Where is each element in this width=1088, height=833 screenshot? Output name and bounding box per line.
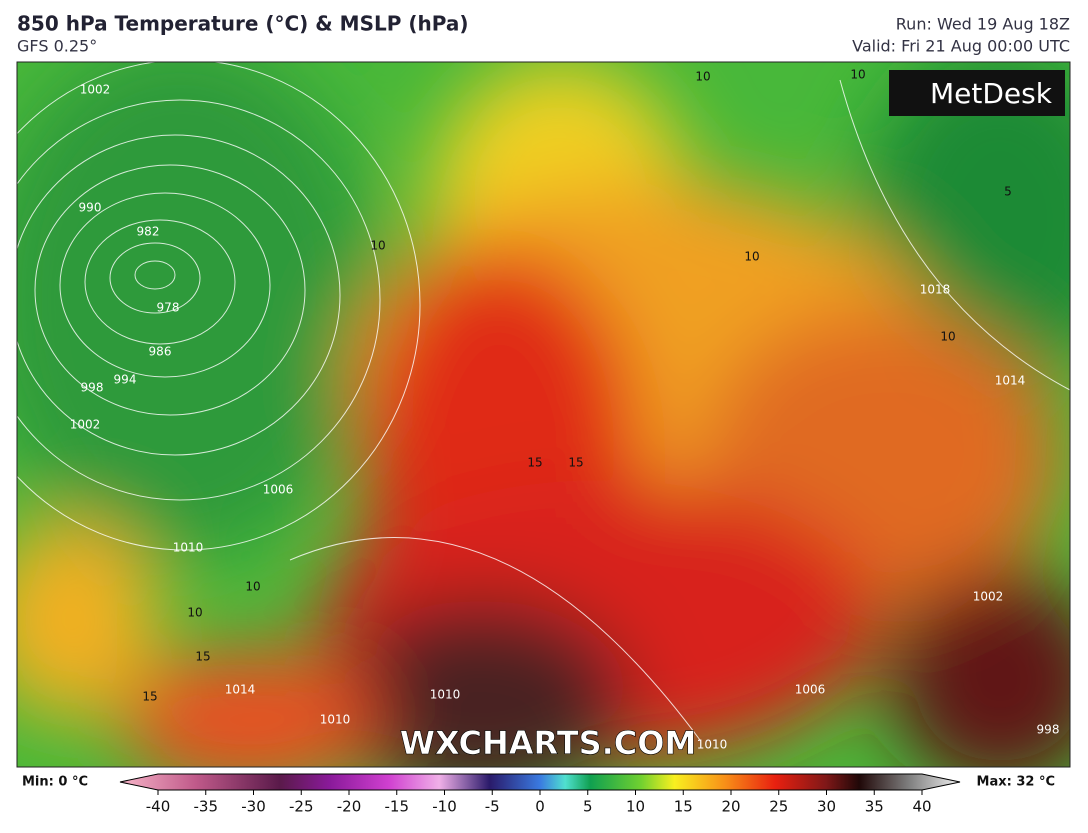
isotherm-label: 10 bbox=[695, 70, 710, 84]
colorbar-tick-label: 20 bbox=[721, 798, 740, 816]
isotherm-label: 15 bbox=[195, 650, 210, 664]
colorbar-tick-label: 0 bbox=[535, 798, 545, 816]
colorbar-tick-label: -20 bbox=[337, 798, 362, 816]
isotherm-label: 10 bbox=[940, 330, 955, 344]
colorbar-tick-label: -30 bbox=[241, 798, 266, 816]
colorbar-tick-label: 15 bbox=[674, 798, 693, 816]
isobar-label: 1010 bbox=[173, 541, 204, 555]
isobar-label: 998 bbox=[1037, 723, 1060, 737]
isotherm-label: 10 bbox=[850, 68, 865, 82]
colorbar-tick-label: 25 bbox=[769, 798, 788, 816]
map-frame bbox=[16, 61, 1071, 768]
isotherm-label: 10 bbox=[370, 239, 385, 253]
isobar-label: 994 bbox=[114, 373, 137, 387]
isobar-label: 998 bbox=[81, 381, 104, 395]
colorbar-tick-label: 35 bbox=[865, 798, 884, 816]
isobar-label: 1014 bbox=[995, 374, 1026, 388]
isobar-label: 986 bbox=[149, 345, 172, 359]
colorbar-tick-label: -5 bbox=[485, 798, 500, 816]
isobar-label: 1002 bbox=[973, 590, 1004, 604]
colorbar-tick-label: 30 bbox=[817, 798, 836, 816]
isobar-label: 1006 bbox=[795, 683, 826, 697]
isobar-label: 1010 bbox=[320, 713, 351, 727]
colorbar-tick-label: -15 bbox=[385, 798, 410, 816]
isotherm-label: 15 bbox=[527, 456, 542, 470]
map bbox=[17, 62, 1070, 767]
title: 850 hPa Temperature (°C) & MSLP (hPa) bbox=[17, 12, 468, 36]
min-label: Min: 0 °C bbox=[22, 775, 88, 790]
colorbar-tick-label: -40 bbox=[146, 798, 171, 816]
colorbar-tick-label: -35 bbox=[194, 798, 219, 816]
isotherm-label: 5 bbox=[1004, 185, 1012, 199]
colorbar-tick-label: 5 bbox=[583, 798, 593, 816]
model: GFS 0.25° bbox=[17, 37, 97, 56]
colorbar-tick-label: 10 bbox=[626, 798, 645, 816]
valid: Valid: Fri 21 Aug 00:00 UTC bbox=[852, 37, 1070, 56]
isotherm-label: 15 bbox=[568, 456, 583, 470]
isotherm-label: 10 bbox=[187, 606, 202, 620]
isobar-label: 1002 bbox=[80, 83, 111, 97]
isobar-label: 1018 bbox=[920, 283, 951, 297]
colorbar bbox=[119, 773, 961, 791]
colorbar-tick-label: 40 bbox=[912, 798, 931, 816]
watermark: WXCHARTS.COM bbox=[400, 724, 697, 762]
logo-box bbox=[889, 70, 1065, 116]
logo: MetDesk bbox=[930, 77, 1053, 110]
isobar-label: 978 bbox=[157, 301, 180, 315]
isobar-label: 1010 bbox=[430, 688, 461, 702]
isobar-label: 1002 bbox=[70, 418, 101, 432]
isotherm-label: 10 bbox=[744, 250, 759, 264]
isobar-label: 1006 bbox=[263, 483, 294, 497]
isobar-label: 990 bbox=[79, 201, 102, 215]
isotherm-label: 10 bbox=[245, 580, 260, 594]
colorbar-tick-label: -10 bbox=[432, 798, 457, 816]
run: Run: Wed 19 Aug 18Z bbox=[896, 15, 1070, 34]
isobar-label: 982 bbox=[137, 225, 160, 239]
max-label: Max: 32 °C bbox=[977, 775, 1055, 790]
isobar-label: 1014 bbox=[225, 683, 256, 697]
isobar-label: 1010 bbox=[697, 738, 728, 752]
colorbar-tick-label: -25 bbox=[289, 798, 314, 816]
isotherm-label: 15 bbox=[142, 690, 157, 704]
